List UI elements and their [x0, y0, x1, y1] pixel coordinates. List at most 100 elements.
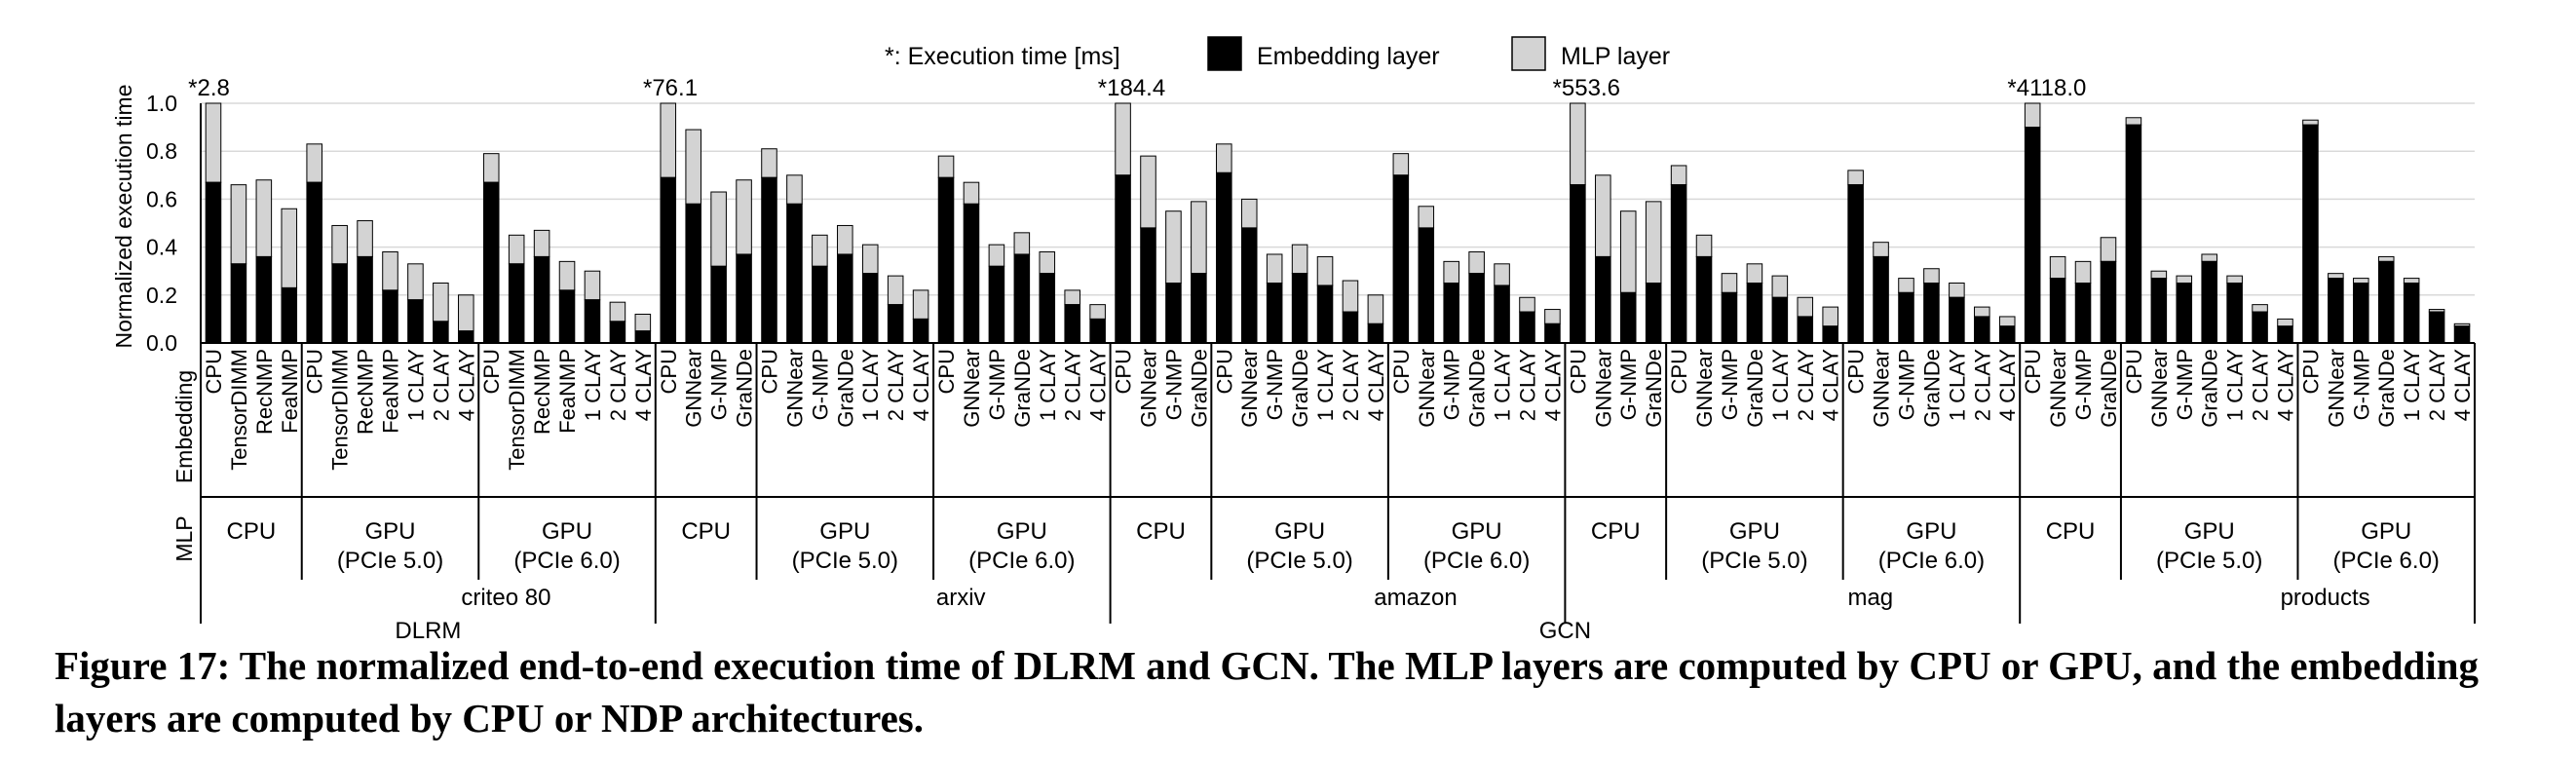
- bar-mlp-segment: [786, 174, 803, 205]
- bar-mlp-segment: [2176, 275, 2193, 284]
- bar-embedding-segment: [255, 255, 273, 344]
- mlp-group-label: (PCIe 6.0): [968, 548, 1075, 574]
- embedding-row-label: Embedding: [171, 370, 197, 483]
- embedding-label: 1 CLAY: [1491, 349, 1515, 422]
- embedding-label: TensorDIMM: [505, 349, 529, 471]
- bar-embedding-segment: [2403, 283, 2420, 344]
- mlp-group-label: (PCIe 5.0): [792, 548, 898, 574]
- bar-mlp-segment: [1645, 201, 1662, 284]
- embedding-label: G-NMP: [707, 349, 732, 420]
- bar-mlp-segment: [1039, 251, 1056, 275]
- bar-embedding-segment: [1216, 171, 1232, 344]
- mlp-group-label: CPU: [681, 518, 731, 545]
- bar-mlp-segment: [584, 270, 601, 301]
- bar-mlp-segment: [558, 260, 576, 291]
- embedding-label: GNNear: [682, 349, 706, 428]
- mlp-group-label: (PCIe 6.0): [1878, 548, 1985, 574]
- embedding-label: 4 CLAY: [1086, 349, 1111, 422]
- bar-mlp-segment: [1013, 232, 1031, 255]
- bar-embedding-segment: [1721, 291, 1738, 344]
- bar-embedding-segment: [1923, 283, 1940, 344]
- bar-embedding-segment: [2252, 311, 2268, 344]
- bar-embedding-segment: [2201, 260, 2217, 344]
- bar-embedding-segment: [558, 289, 576, 344]
- mlp-group-label: GPU: [1906, 518, 1956, 545]
- bar-mlp-segment: [508, 234, 525, 265]
- cpu-time-annotation: *553.6: [1553, 75, 1620, 101]
- embedding-labels: CPU TensorDIMM RecNMP FeaNMP CPU TensorDIMM Re…: [202, 349, 2475, 471]
- embedding-label: GraNDe: [833, 349, 857, 428]
- bar-mlp-segment: [382, 251, 398, 291]
- mlp-group-label: (PCIe 5.0): [2156, 548, 2262, 574]
- embedding-label: G-NMP: [985, 349, 1009, 420]
- bar-mlp-segment: [1367, 294, 1384, 324]
- bar-embedding-segment: [1570, 184, 1586, 344]
- bar-embedding-segment: [861, 273, 879, 344]
- cpu-time-annotation: *4118.0: [2007, 75, 2086, 101]
- bar-embedding-segment: [1670, 184, 1687, 344]
- bar-mlp-segment: [1140, 155, 1156, 229]
- embedding-label: GNNear: [1870, 349, 1894, 428]
- legend-swatch-embedding: [1207, 36, 1242, 71]
- embedding-label: 2 CLAY: [2249, 349, 2273, 422]
- bar-embedding-segment: [1165, 283, 1182, 344]
- embedding-label: GraNDe: [1465, 349, 1490, 428]
- bar-mlp-segment: [2201, 253, 2217, 262]
- bar-mlp-segment: [1771, 275, 1789, 298]
- bar-embedding-segment: [2125, 124, 2142, 344]
- bar-mlp-segment: [458, 294, 474, 332]
- bar-mlp-segment: [1721, 273, 1738, 293]
- embedding-label: GNNear: [1237, 349, 1262, 428]
- bar-embedding-segment: [2226, 283, 2243, 344]
- y-axis-label: Normalized execution time: [111, 84, 136, 348]
- bar-embedding-segment: [1519, 311, 1535, 344]
- bar-embedding-segment: [1595, 255, 1611, 344]
- bar-mlp-segment: [912, 289, 929, 320]
- bar-embedding-segment: [2074, 283, 2092, 344]
- embedding-label: CPU: [2021, 349, 2045, 394]
- embedding-label: CPU: [1844, 349, 1869, 394]
- bar-mlp-segment: [2302, 119, 2319, 126]
- bar-mlp-segment: [2377, 255, 2395, 262]
- embedding-label: 4 CLAY: [1540, 349, 1565, 422]
- mlp-group-label: GPU: [2184, 518, 2235, 545]
- bar-mlp-segment: [1746, 263, 1763, 285]
- bar-mlp-segment: [1089, 304, 1106, 320]
- bar-mlp-segment: [2125, 117, 2142, 126]
- dataset-label: products: [2281, 585, 2370, 611]
- embedding-label: 1 CLAY: [1768, 349, 1793, 422]
- bar-mlp-segment: [937, 155, 955, 178]
- mlp-group-label: (PCIe 5.0): [1701, 548, 1807, 574]
- bar-mlp-segment: [2024, 102, 2041, 129]
- embedding-label: CPU: [2298, 349, 2323, 394]
- model-label: DLRM: [395, 618, 461, 644]
- bar-embedding-segment: [2024, 127, 2041, 344]
- bar-embedding-segment: [1392, 174, 1410, 344]
- embedding-label: GraNDe: [1288, 349, 1312, 428]
- embedding-label: 1 CLAY: [858, 349, 883, 422]
- bar-embedding-segment: [1619, 291, 1637, 344]
- mlp-group-label: GPU: [819, 518, 870, 545]
- embedding-label: 1 CLAY: [2400, 349, 2424, 422]
- bar-embedding-segment: [609, 321, 626, 344]
- embedding-label: GNNear: [1692, 349, 1717, 428]
- bar-embedding-segment: [331, 263, 348, 344]
- cpu-time-annotation: *184.4: [1098, 75, 1165, 101]
- embedding-label: 1 CLAY: [1036, 349, 1060, 422]
- bar-embedding-segment: [1998, 325, 2016, 344]
- legend-label-mlp: MLP layer: [1561, 43, 1670, 70]
- bar-embedding-segment: [1240, 227, 1258, 344]
- bar-mlp-segment: [710, 191, 727, 267]
- mlp-group-label: (PCIe 5.0): [337, 548, 443, 574]
- bar-mlp-segment: [2049, 255, 2066, 280]
- embedding-label: FeaNMP: [555, 349, 580, 434]
- embedding-label: 4 CLAY: [631, 349, 656, 422]
- y-tick-label: 0.0: [146, 330, 177, 356]
- embedding-label: CPU: [657, 349, 681, 394]
- dataset-label: criteo 80: [461, 585, 550, 611]
- bar-embedding-segment: [2428, 311, 2445, 344]
- mlp-group-label: CPU: [227, 518, 277, 545]
- bar-embedding-segment: [660, 176, 677, 344]
- bar-mlp-segment: [988, 244, 1005, 267]
- figure-caption: Figure 17: The normalized end-to-end exe…: [55, 643, 2480, 741]
